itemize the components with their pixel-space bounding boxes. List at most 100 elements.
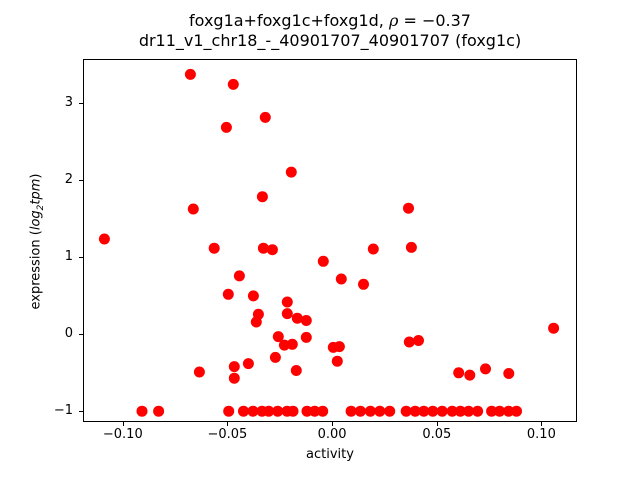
x-tick-mark xyxy=(227,422,229,426)
data-point xyxy=(290,365,302,376)
data-point xyxy=(358,278,369,290)
data-point xyxy=(503,405,515,417)
data-point xyxy=(193,366,205,378)
data-point xyxy=(256,191,268,203)
data-point xyxy=(266,244,278,256)
data-point xyxy=(486,405,498,417)
x-tick-mark xyxy=(541,422,543,426)
data-point xyxy=(291,312,303,324)
data-point xyxy=(247,290,259,302)
data-point xyxy=(309,405,321,417)
data-point xyxy=(247,405,259,417)
data-point xyxy=(272,331,284,343)
data-point xyxy=(403,202,414,214)
data-point xyxy=(400,405,412,417)
data-point xyxy=(184,68,196,80)
y-tick-label: 3 xyxy=(64,94,73,110)
x-tick-mark xyxy=(122,422,124,426)
data-point xyxy=(269,351,281,363)
data-point xyxy=(345,405,357,417)
plot-area xyxy=(83,59,577,422)
x-axis-label: activity xyxy=(306,447,354,462)
scatter-points-layer xyxy=(98,68,560,417)
data-point xyxy=(278,339,290,351)
data-point xyxy=(187,203,199,215)
data-point xyxy=(480,363,491,375)
data-point xyxy=(405,241,417,253)
data-point xyxy=(463,405,475,417)
y-tick-mark xyxy=(79,410,83,412)
data-point xyxy=(223,405,235,417)
data-point xyxy=(436,405,448,417)
data-point xyxy=(333,341,345,353)
data-point xyxy=(281,296,293,308)
x-tick-mark xyxy=(436,422,438,426)
ylabel-log: log xyxy=(28,210,44,231)
data-point xyxy=(494,405,506,417)
y-tick-label: 0 xyxy=(64,325,73,341)
title-prefix: foxg1a+foxg1c+foxg1d, xyxy=(189,11,389,30)
data-point xyxy=(409,405,421,417)
title-suffix: = −0.37 xyxy=(398,11,471,30)
y-tick-mark xyxy=(79,256,83,258)
data-point xyxy=(259,111,271,123)
data-point xyxy=(227,78,239,90)
y-tick-label: 2 xyxy=(64,171,73,187)
data-point xyxy=(233,270,245,282)
data-point xyxy=(317,255,329,267)
x-tick-label: −0.05 xyxy=(207,427,248,442)
title-rho-symbol: ρ xyxy=(388,11,399,30)
data-point xyxy=(453,367,465,379)
data-point xyxy=(228,361,240,373)
data-point xyxy=(427,405,439,417)
data-point xyxy=(257,242,269,254)
data-point xyxy=(472,405,484,417)
data-point xyxy=(403,336,415,348)
x-tick-label: 0.00 xyxy=(317,427,347,442)
data-point xyxy=(220,121,232,133)
data-point xyxy=(511,405,522,417)
data-point xyxy=(454,405,466,417)
data-point xyxy=(548,322,560,334)
data-point xyxy=(153,405,165,417)
chart-subtitle: dr11_v1_chr18_-_40901707_40901707 (foxg1… xyxy=(138,31,522,50)
data-point xyxy=(446,405,458,417)
data-point xyxy=(374,405,386,417)
data-point xyxy=(287,405,299,417)
data-point xyxy=(208,242,220,254)
y-tick-label: 1 xyxy=(64,248,73,264)
data-point xyxy=(250,316,262,328)
data-point xyxy=(228,372,240,384)
data-point xyxy=(367,243,379,255)
data-point xyxy=(464,369,476,381)
ylabel-subscript: 2 xyxy=(36,204,47,211)
data-point xyxy=(418,405,430,417)
y-tick-mark xyxy=(79,179,83,181)
data-point xyxy=(238,405,249,417)
chart-title-block: foxg1a+foxg1c+foxg1d, ρ = −0.37 dr11_v1_… xyxy=(83,11,577,51)
data-point xyxy=(242,358,254,370)
data-point xyxy=(413,335,424,346)
data-point xyxy=(384,405,396,417)
chart-title: foxg1a+foxg1c+foxg1d, ρ = −0.37 xyxy=(83,11,577,31)
x-tick-mark xyxy=(332,422,334,426)
data-point xyxy=(300,315,312,326)
ylabel-prefix: expression ( xyxy=(28,230,44,310)
x-tick-label: −0.10 xyxy=(102,427,143,442)
y-tick-mark xyxy=(79,102,83,104)
data-point xyxy=(301,405,313,417)
data-point xyxy=(136,405,148,417)
data-point xyxy=(335,273,347,285)
data-point xyxy=(98,233,110,245)
x-tick-label: 0.10 xyxy=(526,427,556,442)
data-point xyxy=(285,166,297,178)
data-point xyxy=(222,288,234,300)
y-tick-mark xyxy=(79,333,83,335)
data-point xyxy=(263,405,275,417)
data-point xyxy=(286,338,298,350)
data-point xyxy=(364,405,376,417)
data-point xyxy=(503,368,515,379)
data-point xyxy=(281,308,293,320)
data-point xyxy=(354,405,366,417)
